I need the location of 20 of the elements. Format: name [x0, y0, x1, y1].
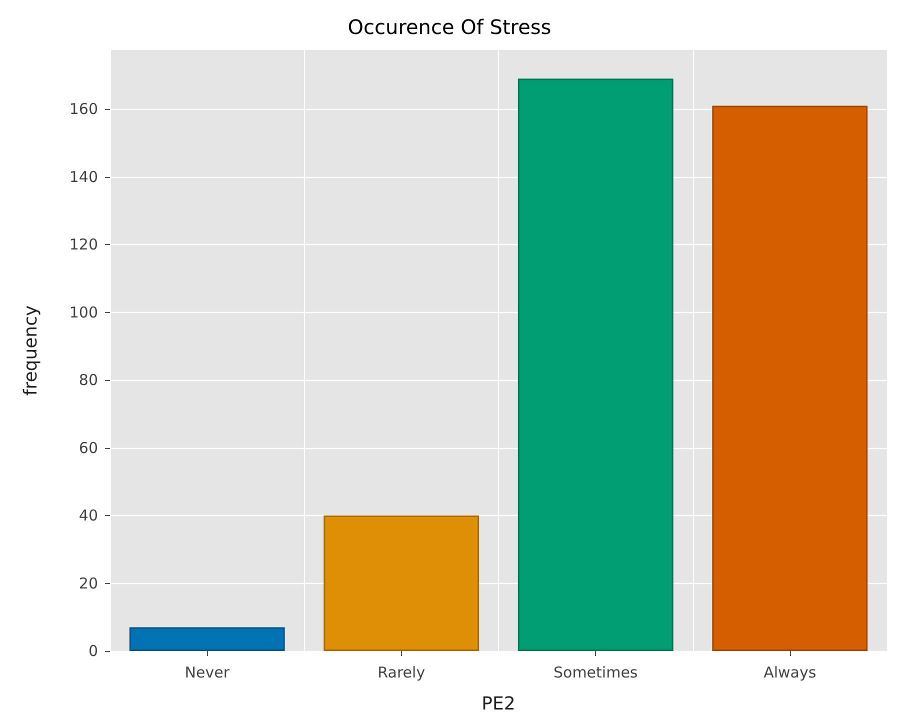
chart-title: Occurence Of Stress: [348, 15, 552, 39]
x-tick-label: Never: [184, 664, 230, 682]
x-tick-label: Always: [764, 664, 816, 682]
y-tick-label: 100: [69, 303, 98, 322]
bar: [712, 106, 868, 651]
y-tick-label: 60: [78, 438, 98, 457]
x-tick-label: Sometimes: [554, 664, 638, 682]
y-tick-label: 160: [69, 100, 98, 118]
bar: [324, 516, 480, 651]
bar: [129, 627, 285, 651]
bar: [518, 78, 674, 651]
y-tick-label: 120: [69, 236, 98, 254]
x-tick-label: Rarely: [378, 664, 426, 682]
y-tick-label: 20: [78, 574, 98, 592]
y-tick-label: 140: [69, 168, 98, 186]
y-tick-label: 80: [78, 371, 98, 390]
x-axis-title: PE2: [482, 694, 516, 714]
y-tick-label: 0: [88, 642, 98, 660]
y-tick-label: 40: [78, 506, 98, 525]
y-axis-title: frequency: [20, 305, 42, 396]
